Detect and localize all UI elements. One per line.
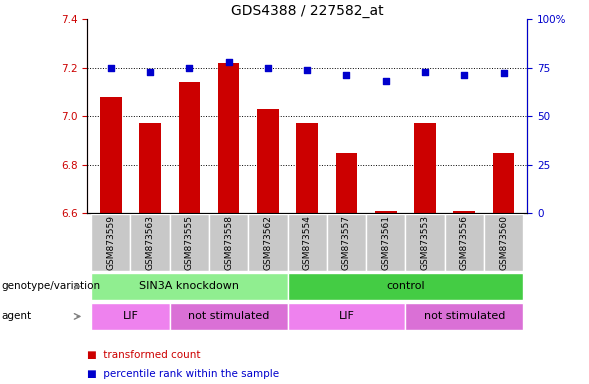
Point xyxy=(263,65,273,71)
Point xyxy=(106,65,115,71)
Text: GSM873553: GSM873553 xyxy=(421,215,429,270)
Bar xyxy=(91,303,170,330)
Text: ■  transformed count: ■ transformed count xyxy=(87,350,201,360)
Bar xyxy=(91,214,130,271)
Bar xyxy=(454,211,475,213)
Point xyxy=(421,68,430,74)
Bar xyxy=(209,214,248,271)
Bar xyxy=(405,214,445,271)
Point xyxy=(342,72,351,78)
Text: GSM873558: GSM873558 xyxy=(224,215,233,270)
Bar xyxy=(287,214,327,271)
Text: GSM873557: GSM873557 xyxy=(342,215,351,270)
Bar xyxy=(178,82,200,213)
Point xyxy=(381,78,391,84)
Text: GSM873555: GSM873555 xyxy=(185,215,194,270)
Text: LIF: LIF xyxy=(339,311,355,321)
Title: GDS4388 / 227582_at: GDS4388 / 227582_at xyxy=(231,4,383,18)
Point xyxy=(303,66,312,73)
Bar xyxy=(445,214,484,271)
Bar xyxy=(218,63,239,213)
Text: ■  percentile rank within the sample: ■ percentile rank within the sample xyxy=(87,369,279,379)
Text: GSM873559: GSM873559 xyxy=(106,215,115,270)
Bar xyxy=(287,273,523,300)
Bar xyxy=(130,214,170,271)
Bar xyxy=(139,123,161,213)
Text: LIF: LIF xyxy=(123,311,138,321)
Bar xyxy=(493,152,514,213)
Bar xyxy=(100,97,121,213)
Bar xyxy=(91,273,287,300)
Bar xyxy=(336,152,358,213)
Point xyxy=(145,68,155,74)
Text: GSM873563: GSM873563 xyxy=(145,215,154,270)
Bar xyxy=(170,303,287,330)
Bar xyxy=(287,303,405,330)
Text: agent: agent xyxy=(1,311,31,321)
Text: GSM873556: GSM873556 xyxy=(460,215,469,270)
Bar xyxy=(414,123,436,213)
Point xyxy=(184,65,194,71)
Bar xyxy=(375,211,396,213)
Bar xyxy=(405,303,523,330)
Text: not stimulated: not stimulated xyxy=(423,311,505,321)
Text: genotype/variation: genotype/variation xyxy=(1,281,100,291)
Bar xyxy=(366,214,405,271)
Text: GSM873562: GSM873562 xyxy=(263,215,272,270)
Text: GSM873554: GSM873554 xyxy=(303,215,312,270)
Point xyxy=(499,70,508,76)
Point xyxy=(224,59,233,65)
Bar xyxy=(327,214,366,271)
Text: not stimulated: not stimulated xyxy=(188,311,269,321)
Text: GSM873561: GSM873561 xyxy=(381,215,391,270)
Bar xyxy=(296,123,318,213)
Text: SIN3A knockdown: SIN3A knockdown xyxy=(140,281,239,291)
Point xyxy=(459,72,469,78)
Bar xyxy=(170,214,209,271)
Text: control: control xyxy=(386,281,425,291)
Bar xyxy=(248,214,287,271)
Bar xyxy=(484,214,523,271)
Bar xyxy=(257,109,279,213)
Text: GSM873560: GSM873560 xyxy=(499,215,508,270)
